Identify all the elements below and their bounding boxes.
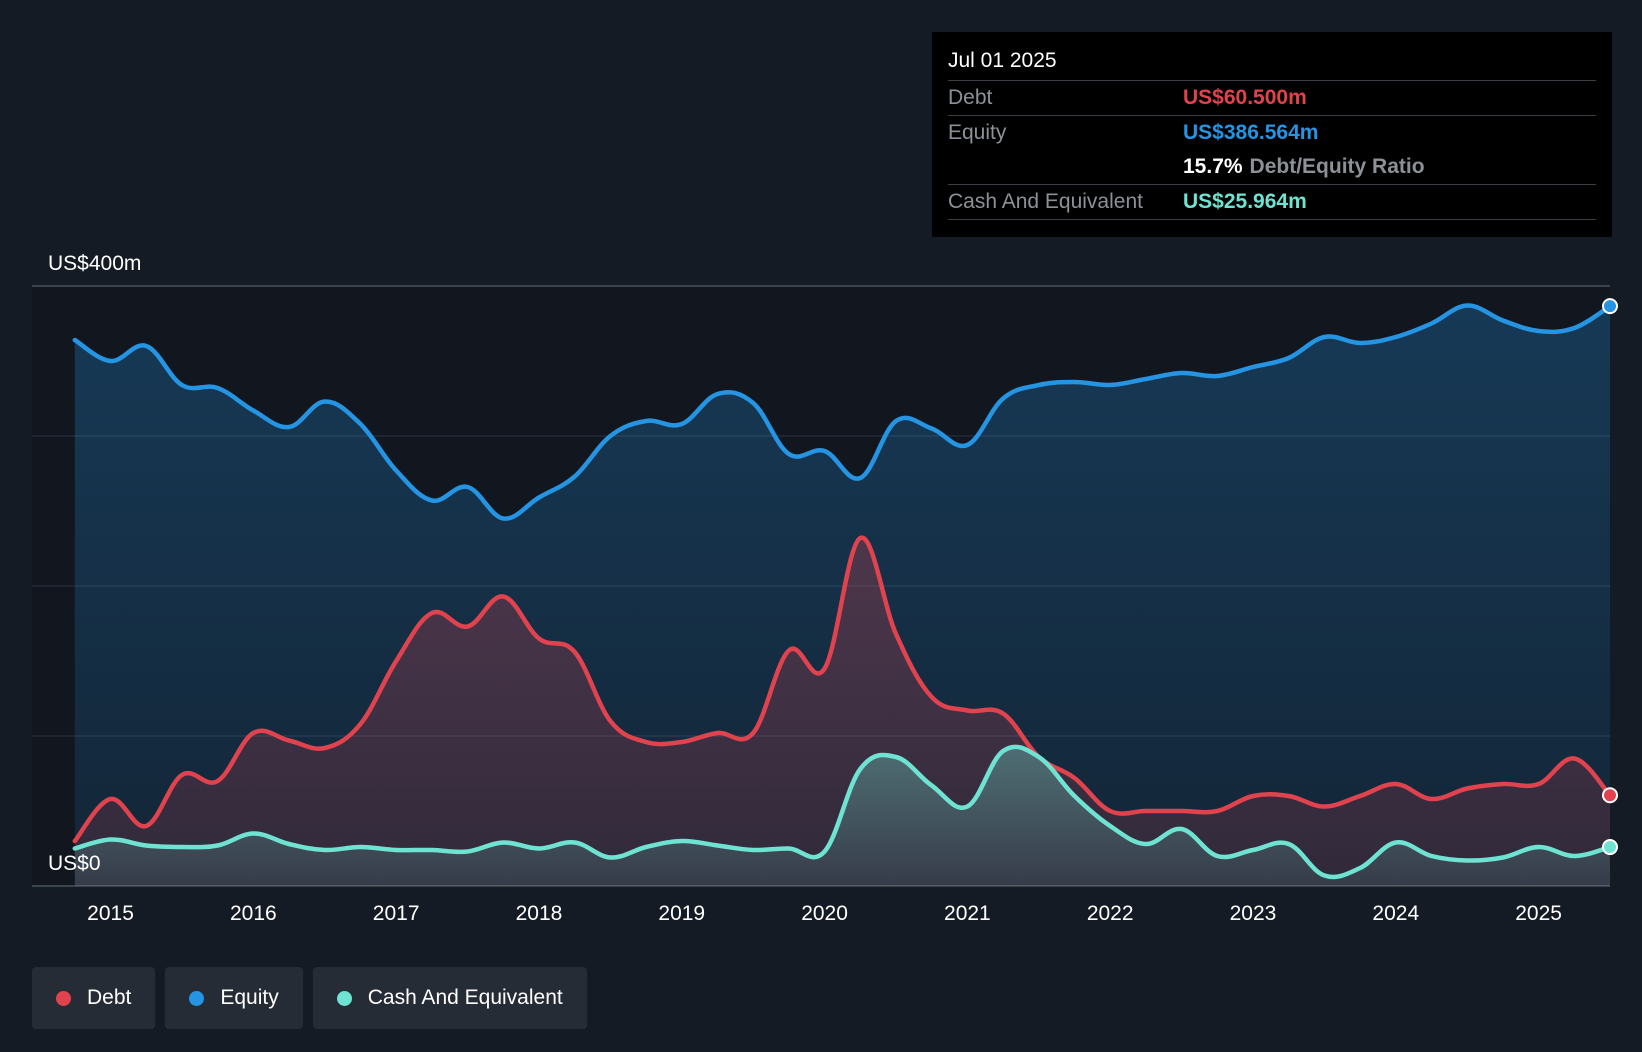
debt-end-marker xyxy=(1602,787,1618,804)
legend-equity-label: Equity xyxy=(220,986,279,1009)
tooltip-debt-label: Debt xyxy=(948,86,993,109)
legend-item-debt[interactable]: Debt xyxy=(32,967,156,1029)
tooltip-equity-label: Equity xyxy=(948,121,1007,144)
cash-end-marker xyxy=(1602,839,1618,856)
equity-dot-icon xyxy=(189,990,205,1006)
tooltip-panel: Jul 01 2025 Debt US$60.500m Equity US$38… xyxy=(932,32,1612,237)
tooltip-equity-value: US$386.564m xyxy=(1183,121,1319,144)
legend-debt-label: Debt xyxy=(87,986,132,1009)
cash-dot-icon xyxy=(336,990,352,1006)
x-tick-label: 2024 xyxy=(1372,902,1419,925)
legend-item-cash[interactable]: Cash And Equivalent xyxy=(312,967,587,1029)
cash-line xyxy=(72,744,1613,880)
equity-end-marker xyxy=(1602,298,1618,315)
legend-item-equity[interactable]: Equity xyxy=(165,967,303,1029)
x-tick-label: 2023 xyxy=(1230,902,1277,925)
x-tick-label: 2020 xyxy=(801,902,848,925)
debt-area xyxy=(74,537,1610,886)
tooltip-debt-value: US$60.500m xyxy=(1183,86,1307,109)
x-tick-label: 2015 xyxy=(87,902,134,925)
tooltip-row-ratio: 15.7% Debt/Equity Ratio xyxy=(948,150,1596,184)
debt-line xyxy=(72,535,1613,844)
tooltip-date: Jul 01 2025 xyxy=(948,49,1057,72)
tooltip-ratio-value: 15.7% xyxy=(1183,155,1243,178)
y-axis-top-label: US$400m xyxy=(48,252,141,275)
x-tick-label: 2022 xyxy=(1087,902,1134,925)
debt-dot-icon xyxy=(56,990,71,1006)
tooltip-cash-label: Cash And Equivalent xyxy=(948,190,1143,213)
x-tick-label: 2018 xyxy=(516,902,563,925)
x-tick-label: 2017 xyxy=(373,902,420,925)
y-axis-bottom-label: US$0 xyxy=(48,852,101,875)
equity-line xyxy=(72,303,1613,521)
tooltip-row-cash: Cash And Equivalent US$25.964m xyxy=(948,184,1596,220)
tooltip-row-debt: Debt US$60.500m xyxy=(948,80,1596,115)
x-tick-label: 2021 xyxy=(944,902,991,925)
tooltip-cash-value: US$25.964m xyxy=(1183,190,1307,213)
chart-legend: Debt Equity Cash And Equivalent xyxy=(32,967,587,1029)
x-tick-label: 2019 xyxy=(658,902,705,925)
tooltip-row-equity: Equity US$386.564m xyxy=(948,115,1596,150)
legend-cash-label: Cash And Equivalent xyxy=(367,986,563,1009)
tooltip-ratio-label: Debt/Equity Ratio xyxy=(1249,155,1425,178)
x-tick-label: 2016 xyxy=(230,902,277,925)
x-tick-label: 2025 xyxy=(1515,902,1562,925)
